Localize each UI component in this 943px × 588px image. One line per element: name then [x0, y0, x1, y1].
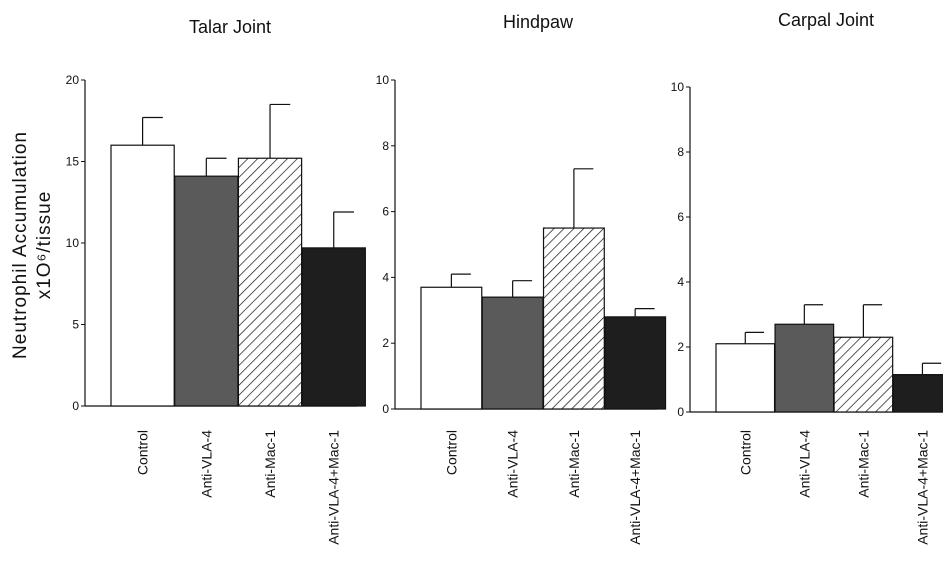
y-tick-label: 15	[66, 155, 80, 169]
y-tick-label: 10	[66, 236, 80, 250]
y-axis-title-line2: x1O⁶/tissue	[34, 191, 55, 300]
panel-title: Carpal Joint	[778, 10, 874, 30]
y-axis-title-line1: Neutrophil Accumulation	[10, 131, 31, 359]
y-tick-label: 2	[677, 340, 684, 354]
y-tick-label: 8	[382, 139, 389, 153]
y-tick-label: 8	[677, 145, 684, 159]
category-label: Control	[443, 430, 459, 475]
category-label: Anti-Mac-1	[855, 430, 871, 498]
panel-hindpaw: Hindpaw 0 2 4 6 8 10 Control Anti-VLA-4 Anti-Mac-…	[376, 12, 667, 545]
category-label: Control	[135, 430, 151, 475]
bar-4	[604, 316, 667, 410]
panel-carpal-joint: Carpal Joint 0 2 4 6 8 10 Control Anti-VLA-4 Anti…	[671, 10, 943, 545]
category-label: Anti-Mac-1	[262, 430, 278, 498]
bar-4	[892, 374, 943, 413]
y-tick-label: 2	[382, 336, 389, 350]
y-tick-label: 0	[72, 399, 79, 413]
category-label: Anti-VLA-4+Mac-1	[326, 430, 342, 545]
panel-title: Talar Joint	[189, 17, 271, 37]
bar-3	[237, 157, 303, 407]
y-tick-label: 0	[382, 402, 389, 416]
bar-2	[481, 296, 544, 410]
panel-title: Hindpaw	[503, 12, 574, 32]
bar-2	[774, 323, 835, 413]
bar-4	[301, 247, 366, 407]
y-tick-label: 6	[382, 205, 389, 219]
bar-3	[542, 227, 605, 410]
category-label: Anti-VLA-4	[796, 430, 812, 498]
y-tick-label: 4	[677, 275, 684, 289]
bar-1	[110, 144, 175, 407]
panel-talar-joint: Talar Joint 0 5 10 15 20 Control Anti-VLA-4 Anti…	[66, 17, 366, 545]
category-label: Anti-VLA-4+Mac-1	[914, 430, 930, 545]
bar-2	[174, 175, 239, 407]
y-tick-label: 10	[376, 73, 390, 87]
y-tick-label: 20	[66, 73, 80, 87]
y-tick-label: 0	[677, 405, 684, 419]
category-label: Anti-VLA-4+Mac-1	[627, 430, 643, 545]
y-axis-title: Neutrophil Accumulation x1O⁶/tissue	[10, 131, 55, 359]
y-tick-label: 4	[382, 270, 389, 284]
y-tick-label: 10	[671, 80, 685, 94]
category-label: Anti-VLA-4	[505, 430, 521, 498]
category-label: Anti-Mac-1	[566, 430, 582, 498]
y-tick-label: 6	[677, 210, 684, 224]
category-label: Control	[737, 430, 753, 475]
bar-1	[715, 343, 776, 413]
bar-1	[420, 286, 483, 410]
category-label: Anti-VLA-4	[198, 430, 214, 498]
bar-3	[833, 336, 894, 413]
y-tick-label: 5	[72, 318, 79, 332]
